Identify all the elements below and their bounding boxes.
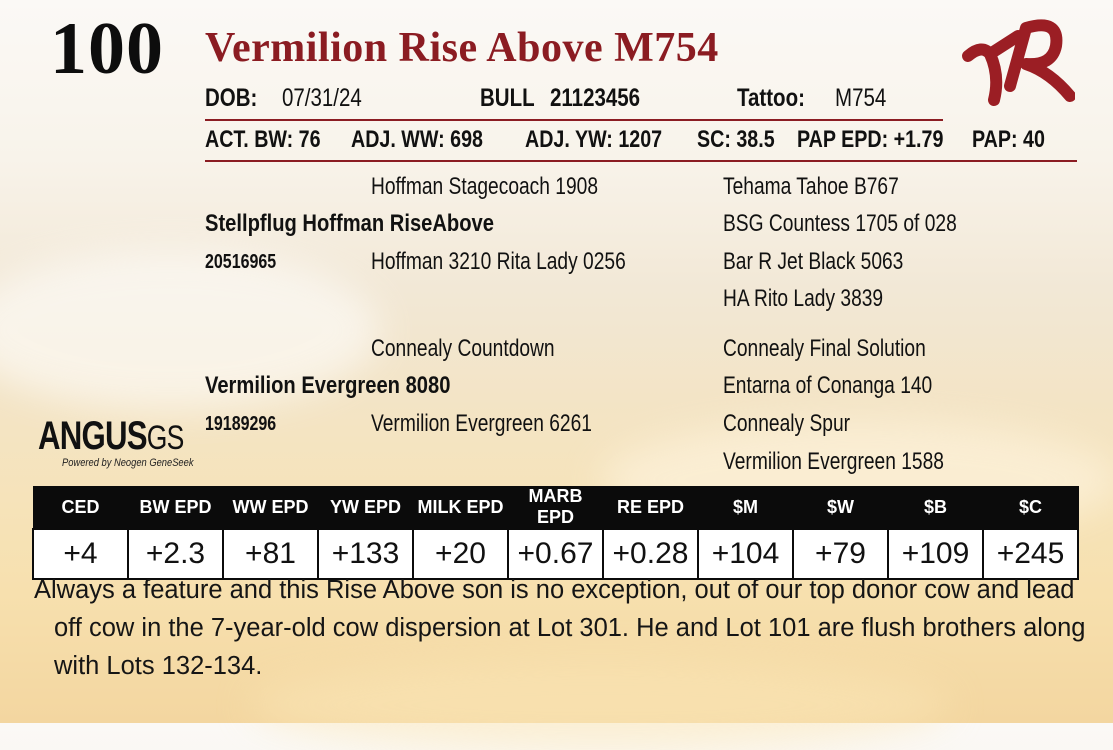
epd-header-c: $C (982, 486, 1079, 529)
adjusted-weaning-weight: ADJ. WW: 698 (351, 126, 483, 153)
epd-value-marb: +0.67 (507, 528, 604, 580)
epd-value-w: +79 (792, 528, 889, 580)
epd-value-re: +0.28 (602, 528, 699, 580)
epd-header-ww: WW EPD (222, 486, 319, 529)
sire-registration: 20516965 (205, 251, 277, 273)
logo-tagline: Powered by Neogen GeneSeek (62, 457, 194, 469)
lot-description: Always a feature and this Rise Above son… (34, 571, 1094, 685)
epd-header-m: $M (697, 486, 794, 529)
sire-name: Stellpflug Hoffman RiseAbove (205, 210, 494, 237)
epd-value-milk: +20 (412, 528, 509, 580)
sire-dam: Hoffman 3210 Rita Lady 0256 (371, 248, 626, 275)
epd-header-ced: CED (32, 486, 129, 529)
epd-value-ced: +4 (32, 528, 129, 580)
dam-dam-dam: Vermilion Evergreen 1588 (723, 448, 944, 475)
logo-brand-gs: GS (146, 419, 185, 457)
angus-gs-logo: ANGUSGS Powered by Neogen GeneSeek (38, 414, 194, 476)
cloud-decoration (0, 250, 380, 410)
tattoo-value: M754 (835, 84, 887, 112)
dam-name: Vermilion Evergreen 8080 (205, 372, 451, 399)
epd-header-w: $W (792, 486, 889, 529)
dob-value: 07/31/24 (282, 84, 362, 112)
dam-sire-sire: Connealy Final Solution (723, 335, 926, 362)
epd-header-re: RE EPD (602, 486, 699, 529)
tattoo-label: Tattoo: (737, 84, 805, 112)
description-text: Always a feature and this Rise Above son… (34, 576, 1086, 680)
adjusted-yearling-weight: ADJ. YW: 1207 (525, 126, 663, 153)
epd-value-row: +4 +2.3 +81 +133 +20 +0.67 +0.28 +104 +7… (32, 528, 1079, 580)
logo-brand-main: ANGUS (38, 414, 148, 458)
dob-label: DOB: (205, 84, 258, 112)
sire-sire: Hoffman Stagecoach 1908 (371, 173, 599, 200)
divider (205, 119, 943, 121)
epd-header-milk: MILK EPD (412, 486, 509, 529)
epd-value-c: +245 (982, 528, 1079, 580)
epd-value-b: +109 (887, 528, 984, 580)
epd-table: CED BW EPD WW EPD YW EPD MILK EPD MARB E… (32, 486, 1079, 580)
epd-value-bw: +2.3 (127, 528, 224, 580)
sire-dam-dam: HA Rito Lady 3839 (723, 285, 884, 312)
pap-score: PAP: 40 (972, 126, 1045, 153)
epd-header-bw: BW EPD (127, 486, 224, 529)
dam-dam-sire: Connealy Spur (723, 410, 851, 437)
ranch-brand-logo (962, 19, 1075, 106)
epd-header-b: $B (887, 486, 984, 529)
epd-value-ww: +81 (222, 528, 319, 580)
registration-number: 21123456 (550, 84, 641, 112)
lot-number: 100 (50, 8, 164, 90)
epd-header-marb: MARB EPD (507, 486, 604, 529)
dam-registration: 19189296 (205, 413, 277, 435)
animal-name: Vermilion Rise Above M754 (205, 25, 719, 71)
scrotal-circumference: SC: 38.5 (697, 126, 775, 153)
epd-header-row: CED BW EPD WW EPD YW EPD MILK EPD MARB E… (32, 486, 1079, 529)
sire-sire-sire: Tehama Tahoe B767 (723, 173, 899, 200)
dam-sire-dam: Entarna of Conanga 140 (723, 372, 933, 399)
divider (205, 160, 1077, 162)
sire-dam-sire: Bar R Jet Black 5063 (723, 248, 904, 275)
actual-birth-weight: ACT. BW: 76 (205, 126, 321, 153)
epd-header-yw: YW EPD (317, 486, 414, 529)
sire-sire-dam: BSG Countess 1705 of 028 (723, 210, 957, 237)
epd-value-m: +104 (697, 528, 794, 580)
dam-dam: Vermilion Evergreen 6261 (371, 410, 592, 437)
epd-value-yw: +133 (317, 528, 414, 580)
sex-label: BULL (480, 84, 535, 112)
dam-sire: Connealy Countdown (371, 335, 555, 362)
pap-epd: PAP EPD: +1.79 (797, 126, 944, 153)
